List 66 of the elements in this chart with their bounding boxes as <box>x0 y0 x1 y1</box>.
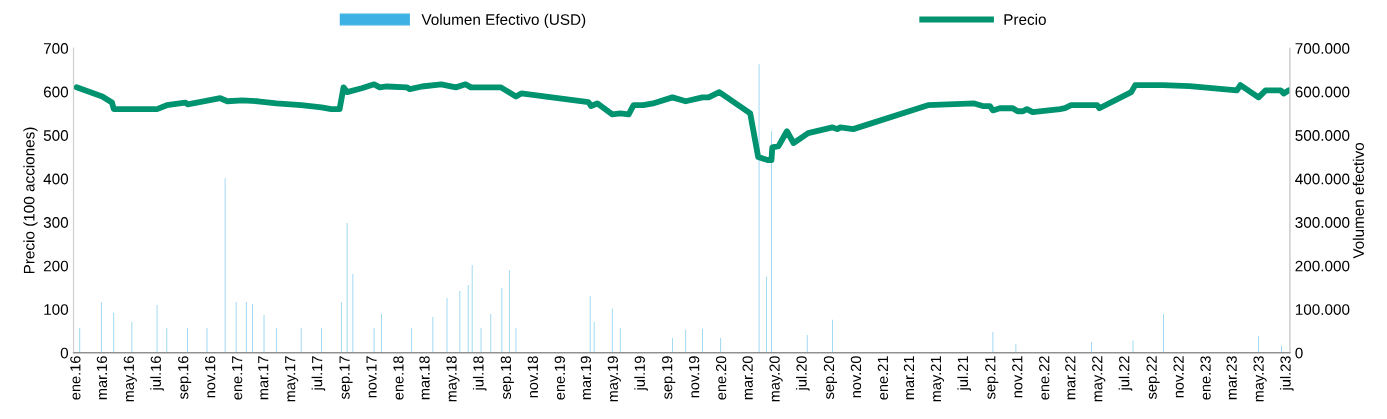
x-tick-label: may.23 <box>1253 356 1267 402</box>
y-tick-label: 700 <box>43 43 69 54</box>
x-tick-label: may.19 <box>607 356 621 402</box>
x-tick-label: jul.21 <box>957 356 971 391</box>
x-tick-label: nov.19 <box>689 356 700 398</box>
x-tick-label: mar.16 <box>96 356 108 400</box>
y2-axis-title: Volumen efectivo <box>1352 142 1364 259</box>
y2-tick-label: 400.000 <box>1295 173 1350 185</box>
x-tick-label: mar.22 <box>1065 356 1076 400</box>
x-tick-label: may.22 <box>1092 356 1106 402</box>
legend-label: Volumen Efectivo (USD) <box>421 13 586 28</box>
x-tick-label: jul.18 <box>472 356 487 391</box>
x-tick-label: jul.23 <box>1280 356 1294 391</box>
y-tick-label: 0 <box>60 347 69 359</box>
y-tick-label: 200 <box>43 260 69 272</box>
x-tick-label: sep.16 <box>178 356 192 399</box>
y2-tick-label: 600.000 <box>1295 86 1350 98</box>
x-tick-label: nov.18 <box>527 356 538 398</box>
x-tick-label: jul.19 <box>634 356 648 391</box>
y-tick-label: 100 <box>44 304 69 315</box>
x-tick-label: ene.22 <box>1039 356 1050 400</box>
x-tick-label: sep.21 <box>985 356 999 399</box>
legend-label: Precio <box>1004 13 1046 25</box>
x-tick-label: nov.16 <box>205 356 216 398</box>
x-tick-label: ene.16 <box>70 356 81 400</box>
x-tick-label: may.20 <box>769 356 783 402</box>
x-tick-label: sep.22 <box>1146 356 1160 399</box>
x-tick-label: nov.20 <box>850 356 862 398</box>
x-tick-label: ene.21 <box>877 356 889 400</box>
y-tick-label: 500 <box>43 130 69 141</box>
y-tick-label: 600 <box>43 86 69 98</box>
x-tick-label: nov.17 <box>366 356 377 398</box>
y-tick-label: 300 <box>43 217 69 228</box>
x-tick-label: ene.19 <box>554 356 565 400</box>
x-tick-label: sep.19 <box>662 356 676 399</box>
x-tick-label: jul.22 <box>1118 356 1133 391</box>
x-tick-label: sep.17 <box>339 356 353 399</box>
x-tick-label: jul.17 <box>311 356 326 391</box>
x-tick-label: mar.23 <box>1226 356 1237 400</box>
x-tick-label: nov.21 <box>1012 356 1023 398</box>
y2-tick-label: 700.000 <box>1295 43 1350 54</box>
y-tick-label: 400 <box>43 173 69 185</box>
x-tick-label: jul.16 <box>150 356 164 391</box>
y2-tick-label: 200.000 <box>1295 260 1350 272</box>
x-tick-label: mar.19 <box>580 356 592 400</box>
x-tick-label: sep.20 <box>823 356 838 399</box>
x-tick-label: mar.20 <box>742 356 753 400</box>
x-tick-label: nov.22 <box>1173 356 1184 398</box>
x-tick-label: jul.20 <box>796 356 810 391</box>
x-tick-label: ene.23 <box>1200 356 1211 400</box>
x-tick-label: may.21 <box>930 356 944 402</box>
y2-tick-label: 100.000 <box>1295 304 1350 315</box>
x-tick-label: mar.21 <box>903 356 915 400</box>
y-axis-title: Precio (100 acciones) <box>23 127 38 274</box>
x-tick-label: ene.20 <box>715 356 727 400</box>
x-tick-label: may.18 <box>446 356 460 402</box>
y2-tick-label: 500.000 <box>1295 130 1350 141</box>
x-tick-label: mar.18 <box>419 356 430 400</box>
x-tick-label: mar.17 <box>258 356 269 400</box>
y2-tick-label: 0 <box>1295 347 1303 359</box>
x-tick-label: may.16 <box>123 356 137 402</box>
x-tick-label: may.17 <box>285 356 299 402</box>
x-tick-label: ene.17 <box>232 356 243 400</box>
x-tick-label: sep.18 <box>500 356 514 399</box>
y2-tick-label: 300.000 <box>1295 217 1350 228</box>
x-tick-label: ene.18 <box>393 356 404 400</box>
